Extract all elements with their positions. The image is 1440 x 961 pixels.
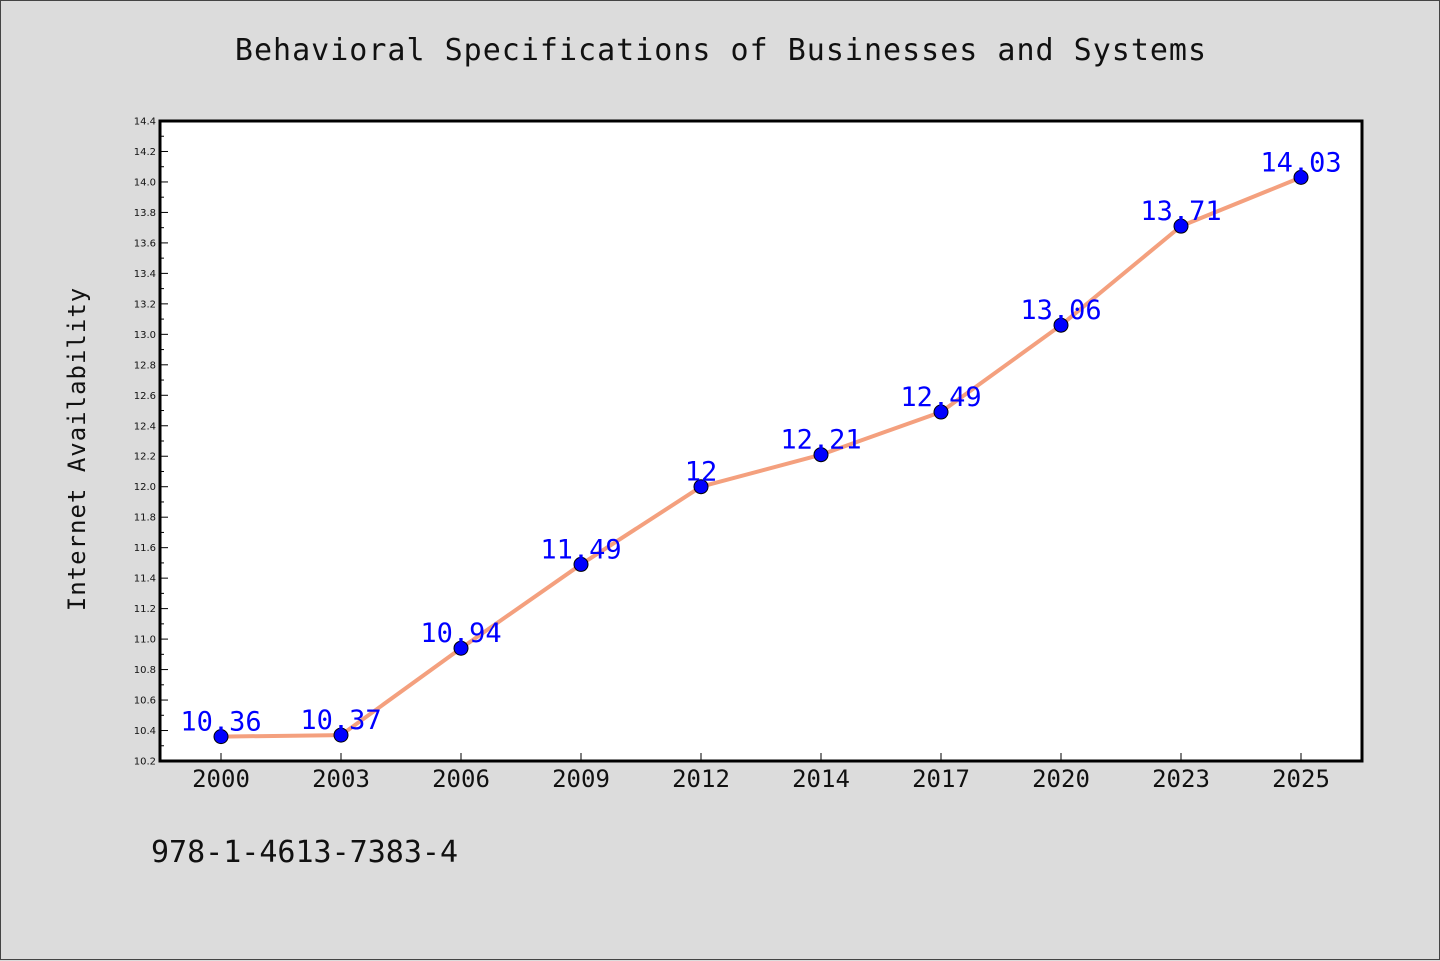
data-point xyxy=(1293,169,1309,185)
y-tick-label: 10.6 xyxy=(134,696,156,707)
data-label: 12 xyxy=(685,457,718,488)
y-tick-label: 13.4 xyxy=(134,269,156,280)
y-tick-label: 12.0 xyxy=(134,482,156,493)
chart-title: Behavioral Specifications of Businesses … xyxy=(234,33,1208,68)
data-point xyxy=(453,640,469,656)
y-tick-label: 10.8 xyxy=(134,665,156,676)
y-tick-label: 13.0 xyxy=(134,330,156,341)
plot-area xyxy=(160,121,1362,761)
x-tick-label: 2012 xyxy=(672,765,730,793)
x-tick-label: 2014 xyxy=(792,765,850,793)
y-tick-label: 12.4 xyxy=(134,421,156,432)
y-tick-label: 13.2 xyxy=(134,299,156,310)
data-label: 13.06 xyxy=(1020,295,1101,326)
data-label: 12.21 xyxy=(780,425,861,456)
y-tick-label: 11.0 xyxy=(134,635,156,646)
data-point xyxy=(573,556,589,572)
data-label: 12.49 xyxy=(900,382,981,413)
y-tick-label: 14.2 xyxy=(134,147,156,158)
data-label: 13.71 xyxy=(1140,196,1221,227)
y-tick-label: 11.6 xyxy=(134,543,156,554)
series-line xyxy=(219,175,1303,739)
data-label: 10.37 xyxy=(300,705,381,736)
data-point xyxy=(213,729,229,745)
y-tick-label: 11.2 xyxy=(134,604,156,615)
y-tick-label: 14.0 xyxy=(134,177,156,188)
x-tick-label: 2003 xyxy=(312,765,370,793)
x-tick-label: 2009 xyxy=(552,765,610,793)
y-tick-label: 12.6 xyxy=(134,391,156,402)
y-tick-label: 14.4 xyxy=(134,117,156,128)
y-tick-label: 11.4 xyxy=(134,574,156,585)
y-tick-label: 12.2 xyxy=(134,452,156,463)
data-point xyxy=(1053,317,1069,333)
x-tick-label: 2006 xyxy=(432,765,490,793)
isbn-caption: 978-1-4613-7383-4 xyxy=(151,835,459,870)
data-label: 10.36 xyxy=(180,707,261,738)
x-tick-label: 2017 xyxy=(912,765,970,793)
y-tick-label: 13.8 xyxy=(134,208,156,219)
data-label: 14.03 xyxy=(1260,147,1341,178)
data-label: 10.94 xyxy=(420,618,501,649)
data-point xyxy=(813,447,829,463)
x-tick-label: 2020 xyxy=(1032,765,1090,793)
data-label: 11.49 xyxy=(540,534,621,565)
y-tick-label: 10.2 xyxy=(134,757,156,768)
data-point xyxy=(933,404,949,420)
data-point xyxy=(693,479,709,495)
x-tick-label: 2023 xyxy=(1152,765,1210,793)
y-tick-label: 12.8 xyxy=(134,360,156,371)
data-point xyxy=(333,727,349,743)
plot-border xyxy=(158,119,1364,763)
y-tick-label: 10.4 xyxy=(134,726,156,737)
y-tick-label: 13.6 xyxy=(134,238,156,249)
x-tick-label: 2025 xyxy=(1272,765,1330,793)
x-tick-label: 2000 xyxy=(192,765,250,793)
data-point xyxy=(1173,218,1189,234)
y-tick-label: 11.8 xyxy=(134,513,156,524)
